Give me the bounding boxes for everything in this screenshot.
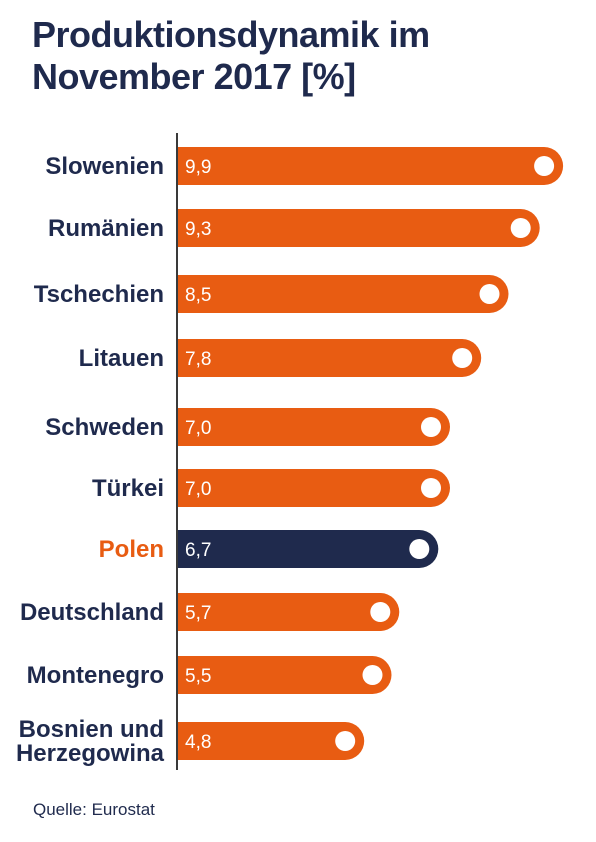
- bar-end-dot: [534, 156, 555, 176]
- category-label: Slowenien: [45, 153, 164, 180]
- category-label: Litauen: [79, 345, 164, 372]
- category-label: Bosnien und: [19, 716, 164, 743]
- category-label: Deutschland: [20, 599, 164, 626]
- title-line-2: November 2017 [%]: [32, 56, 356, 97]
- value-label: 4,8: [185, 732, 211, 753]
- value-label: 5,5: [185, 666, 211, 687]
- title-line-1: Produktionsdynamik im: [32, 14, 430, 55]
- category-label: Schweden: [45, 414, 164, 441]
- category-label: Herzegowina: [16, 740, 165, 767]
- bar-end-dot: [409, 539, 430, 559]
- bar: [178, 722, 365, 760]
- value-label: 9,3: [185, 219, 211, 240]
- source-note: Quelle: Eurostat: [33, 800, 155, 819]
- category-label: Montenegro: [27, 662, 164, 689]
- value-label: 6,7: [185, 540, 211, 561]
- value-label: 7,0: [185, 418, 211, 439]
- bars-group: 9,9 Slowenien 9,3 Rumänien 8,5 Tschechien 7,8 L…: [16, 147, 564, 767]
- category-label: Polen: [99, 536, 164, 563]
- bar-end-dot: [452, 348, 473, 368]
- bar-end-dot: [421, 417, 441, 437]
- category-label: Tschechien: [34, 281, 164, 308]
- bar: [178, 593, 400, 631]
- bar: [178, 209, 540, 247]
- bar-end-dot: [421, 478, 441, 498]
- bar: [178, 339, 482, 377]
- bar-end-dot: [362, 665, 383, 685]
- chart-title: Produktionsdynamik im November 2017 [%]: [32, 14, 572, 98]
- bar: [178, 147, 564, 185]
- value-label: 8,5: [185, 285, 211, 306]
- bar: [178, 530, 439, 568]
- category-label: Türkei: [92, 475, 164, 502]
- value-label: 5,7: [185, 603, 211, 624]
- bar: [178, 469, 450, 507]
- bar-end-dot: [510, 218, 531, 238]
- value-label: 9,9: [185, 157, 211, 178]
- bar: [178, 408, 450, 446]
- bar: [178, 656, 392, 694]
- value-label: 7,0: [185, 479, 211, 500]
- bar: [178, 275, 509, 313]
- bar-end-dot: [335, 731, 356, 751]
- category-label: Rumänien: [48, 215, 164, 242]
- value-label: 7,8: [185, 349, 211, 370]
- bar-end-dot: [479, 284, 500, 304]
- bar-end-dot: [370, 602, 391, 622]
